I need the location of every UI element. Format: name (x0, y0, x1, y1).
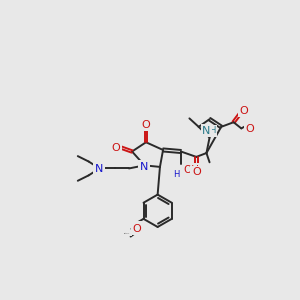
Text: O: O (142, 119, 150, 130)
Text: H: H (209, 126, 215, 135)
Text: O: O (192, 167, 201, 177)
Text: O: O (111, 143, 120, 153)
Text: N: N (94, 164, 103, 174)
Text: N: N (140, 162, 148, 172)
Text: H: H (173, 170, 179, 179)
Text: N: N (202, 126, 211, 136)
Text: O: O (239, 106, 248, 116)
Text: O: O (132, 223, 141, 233)
Text: methoxy: methoxy (124, 233, 130, 234)
Text: O: O (132, 224, 141, 234)
Text: O: O (245, 124, 254, 134)
Text: OH: OH (183, 165, 199, 175)
